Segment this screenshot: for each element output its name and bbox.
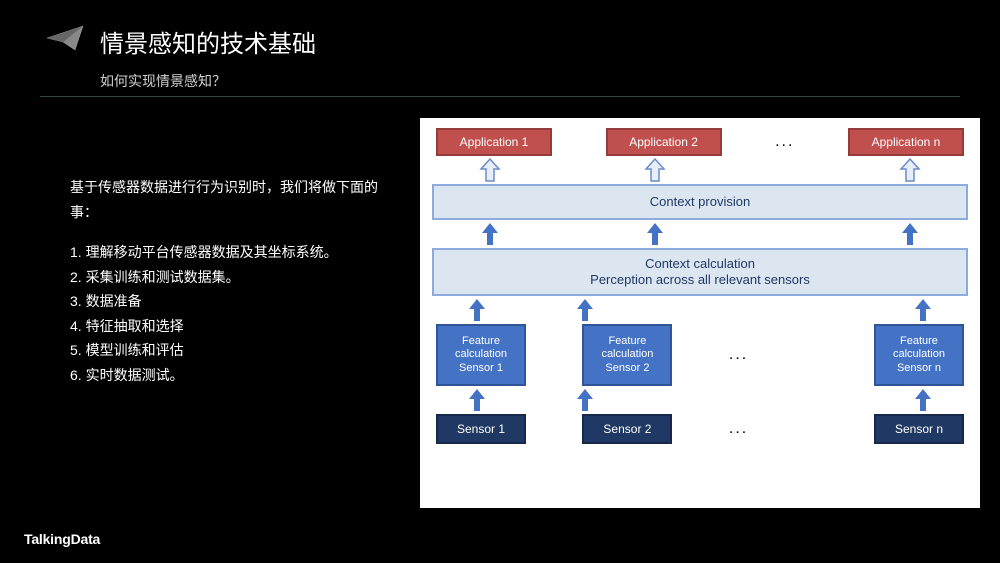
feature-box: Feature calculation Sensor n: [874, 324, 964, 386]
arrow-row: [432, 156, 968, 184]
ellipsis: ...: [729, 420, 748, 438]
provision-row: Context provision: [432, 184, 968, 220]
step-3: 3. 数据准备: [70, 289, 405, 314]
ellipsis: ...: [729, 346, 748, 364]
arrow-row: [432, 296, 968, 324]
header-divider: [40, 96, 960, 97]
sensor-box: Sensor 1: [436, 414, 526, 444]
application-box: Application n: [848, 128, 964, 156]
sensor-row: Sensor 1 Sensor 2 ... .. Sensor n: [432, 414, 968, 444]
paper-plane-icon: [45, 24, 85, 52]
up-arrow-solid-icon: [913, 297, 933, 323]
up-arrow-solid-icon: [467, 387, 487, 413]
arrow-row: [432, 220, 968, 248]
up-arrow-icon: [899, 157, 921, 183]
step-2: 2. 采集训练和测试数据集。: [70, 265, 405, 290]
feature-row: Feature calculation Sensor 1 Feature cal…: [432, 324, 968, 386]
context-calculation-box: Context calculation Perception across al…: [432, 248, 968, 296]
up-arrow-solid-icon: [575, 297, 595, 323]
step-1: 1. 理解移动平台传感器数据及其坐标系统。: [70, 240, 405, 265]
ellipsis: ...: [775, 133, 794, 151]
feature-box: Feature calculation Sensor 1: [436, 324, 526, 386]
footer-brand: TalkingData: [24, 531, 100, 547]
up-arrow-solid-icon: [645, 221, 665, 247]
step-6: 6. 实时数据测试。: [70, 363, 405, 388]
application-box: Application 2: [606, 128, 722, 156]
step-5: 5. 模型训练和评估: [70, 338, 405, 363]
feature-box: Feature calculation Sensor 2: [582, 324, 672, 386]
up-arrow-icon: [479, 157, 501, 183]
calculation-row: Context calculation Perception across al…: [432, 248, 968, 296]
up-arrow-solid-icon: [913, 387, 933, 413]
up-arrow-icon: [644, 157, 666, 183]
architecture-diagram: Application 1 Application 2 ... Applicat…: [420, 118, 980, 508]
up-arrow-solid-icon: [575, 387, 595, 413]
slide-subtitle: 如何实现情景感知？: [100, 71, 960, 91]
calc-line2: Perception across all relevant sensors: [590, 272, 810, 288]
step-4: 4. 特征抽取和选择: [70, 314, 405, 339]
arrow-row: [432, 386, 968, 414]
up-arrow-solid-icon: [900, 221, 920, 247]
intro-text: 基于传感器数据进行行为识别时，我们将做下面的事：: [70, 175, 405, 224]
application-box: Application 1: [436, 128, 552, 156]
text-panel: 基于传感器数据进行行为识别时，我们将做下面的事： 1. 理解移动平台传感器数据及…: [70, 175, 405, 387]
slide-header: 情景感知的技术基础 如何实现情景感知？: [100, 24, 960, 91]
slide-title: 情景感知的技术基础: [100, 24, 960, 59]
up-arrow-solid-icon: [480, 221, 500, 247]
sensor-box: Sensor n: [874, 414, 964, 444]
up-arrow-solid-icon: [467, 297, 487, 323]
context-provision-box: Context provision: [432, 184, 968, 220]
sensor-box: Sensor 2: [582, 414, 672, 444]
applications-row: Application 1 Application 2 ... Applicat…: [432, 128, 968, 156]
calc-line1: Context calculation: [645, 256, 755, 272]
